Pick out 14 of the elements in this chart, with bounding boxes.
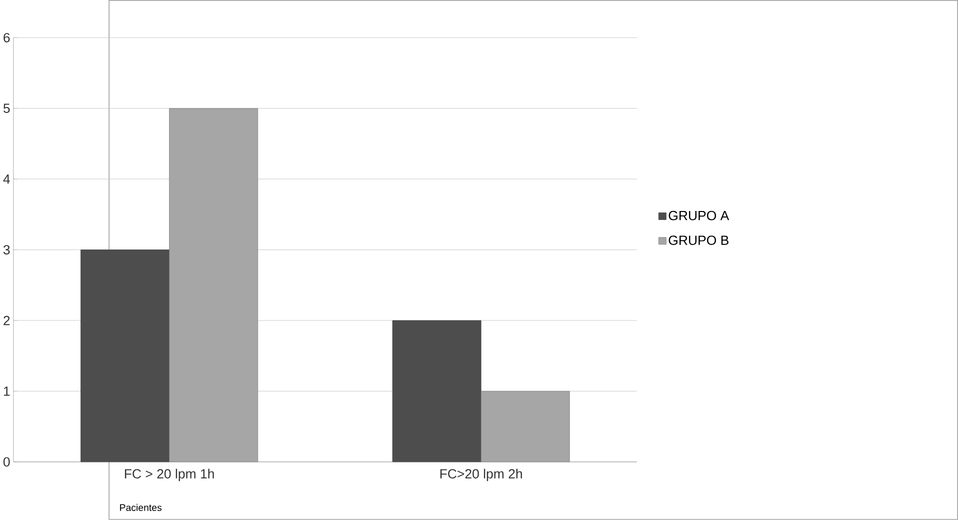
y-tick-label: 4 <box>3 174 10 184</box>
x-tick-label: FC>20 lpm 2h <box>440 468 522 482</box>
y-tick-label: 2 <box>4 316 10 326</box>
y-tick-label: 0 <box>3 457 10 467</box>
y-tick-label: 6 <box>4 33 10 42</box>
y-tick-label: 1 <box>4 386 10 396</box>
legend-label: GRUPO B <box>668 236 728 246</box>
bar <box>392 320 482 462</box>
y-tick-label: 5 <box>3 104 10 114</box>
text: Pacientes <box>120 504 162 512</box>
x-tick-label: FC > 20 lpm 1h <box>124 468 214 482</box>
legend-label: GRUPO A <box>668 210 730 220</box>
y-tick-label: 3 <box>3 245 10 254</box>
bar <box>80 250 170 462</box>
